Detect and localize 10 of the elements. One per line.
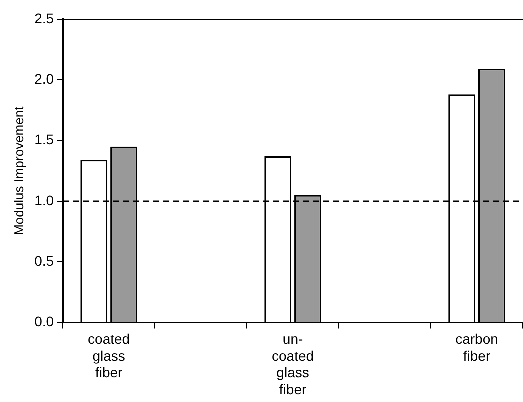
x-tick-label: un-coated glass fiber	[272, 331, 314, 398]
y-tick-label: 2.5	[34, 10, 54, 26]
y-tick-label: 1.5	[34, 132, 54, 148]
y-axis-title: Modulus Improvement	[11, 106, 26, 236]
y-tick-label: 1.0	[34, 192, 54, 208]
y-tick-label: 0.0	[34, 314, 54, 330]
y-tick-label: 0.5	[34, 252, 54, 269]
x-tick-label: coated glass fiber	[88, 331, 130, 381]
y-tick-label: 2.0	[34, 70, 54, 87]
x-tick-label: carbon fiber	[456, 331, 498, 364]
